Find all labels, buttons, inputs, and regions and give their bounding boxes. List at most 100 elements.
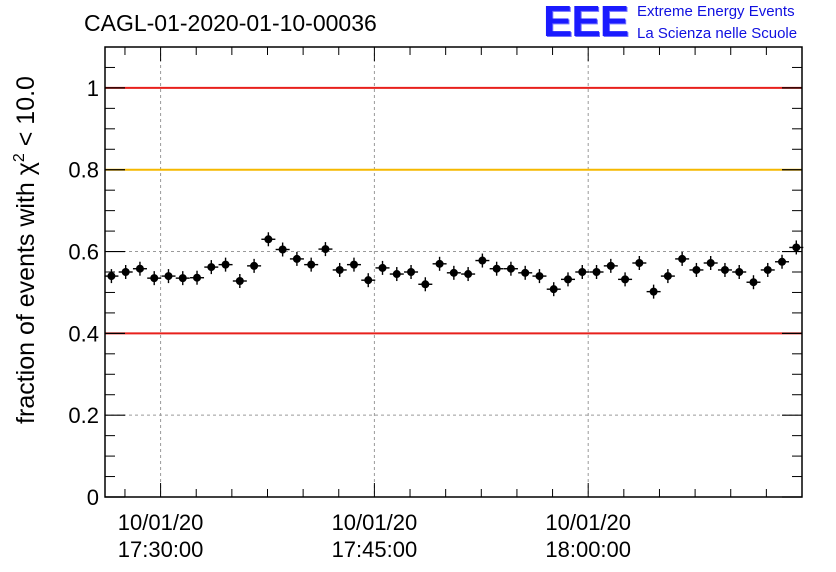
point-marker [421,280,430,289]
data-point [175,271,190,286]
data-point [204,260,219,275]
point-marker [435,259,444,268]
point-marker [264,235,273,244]
data-point [247,258,262,273]
point-marker [563,275,572,284]
data-point [418,277,433,292]
point-marker [692,265,701,274]
x-tick-label-time: 17:45:00 [332,537,418,562]
logo-mark: EEE [543,0,629,46]
data-point [532,269,547,284]
point-marker [635,259,644,267]
data-point [361,273,376,288]
data-point [632,256,647,270]
point-marker [135,264,144,273]
data-point [432,256,447,271]
data-point [618,272,633,287]
x-tick-label-time: 17:30:00 [118,537,204,562]
data-point [218,257,233,272]
point-marker [364,276,373,285]
data-point [489,261,504,276]
data-point [475,253,490,268]
data-point [232,274,247,288]
data-point [703,256,718,270]
data-point [375,260,390,275]
y-tick-label: 0.2 [68,403,99,428]
point-marker [506,264,515,273]
data-point [546,282,561,297]
point-marker [407,268,416,276]
point-marker [449,268,458,277]
data-point [104,269,119,284]
point-marker [250,261,259,270]
point-marker [663,272,672,281]
x-axis: 10/01/2017:30:0010/01/2017:45:0010/01/20… [118,47,803,562]
data-point [789,240,804,255]
point-marker [720,265,729,274]
point-marker [649,287,658,296]
point-marker [621,275,630,284]
y-tick-label: 0.6 [68,240,99,265]
data-point [746,275,761,290]
point-marker [307,260,316,269]
data-point [446,265,461,280]
point-marker [207,263,216,272]
point-marker [778,257,787,266]
point-marker [492,264,501,273]
point-marker [735,268,744,276]
y-tick-label: 0 [87,485,99,510]
point-marker [292,254,301,263]
data-point [717,262,732,277]
point-marker [150,274,159,283]
point-marker [763,265,772,274]
x-tick-label-time: 18:00:00 [545,537,631,562]
data-point [589,265,604,279]
data-point [518,265,533,280]
data-point [275,242,290,257]
point-marker [178,274,187,283]
data-point [346,257,361,272]
point-marker [164,272,173,281]
point-marker [378,263,387,272]
point-marker [107,272,116,281]
data-points [104,232,804,299]
point-marker [749,278,758,287]
point-marker [335,265,344,274]
data-point [304,257,319,272]
point-marker [549,285,558,294]
point-marker [221,260,230,269]
data-point [332,262,347,277]
y-axis-label-sup: 2 [11,153,28,162]
x-tick-label-date: 10/01/20 [545,510,631,535]
data-point [118,265,133,279]
y-tick-label: 0.8 [68,158,99,183]
data-point [689,262,704,277]
data-point [318,242,333,257]
y-tick-label: 0.4 [68,321,99,346]
point-marker [392,270,401,279]
data-point [147,271,162,286]
data-point [660,269,675,284]
data-point [732,265,747,279]
point-marker [235,277,244,285]
point-marker [535,272,544,281]
point-marker [478,256,487,265]
y-tick-label: 1 [87,76,99,101]
point-marker [592,268,601,276]
data-point [261,232,276,247]
data-point [603,258,618,273]
point-marker [278,245,287,254]
point-marker [792,243,801,252]
point-marker [464,270,473,279]
point-marker [678,254,687,263]
point-marker [706,259,715,267]
point-marker [606,261,615,270]
x-tick-label-date: 10/01/20 [332,510,418,535]
data-point [675,251,690,266]
point-marker [578,268,587,276]
data-point [775,254,790,269]
point-marker [521,268,530,277]
data-point [389,267,404,282]
point-marker [121,268,130,276]
